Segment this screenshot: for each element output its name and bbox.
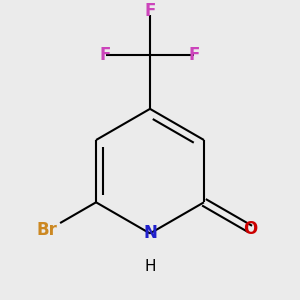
Text: N: N: [143, 224, 157, 242]
Text: H: H: [144, 259, 156, 274]
Text: Br: Br: [37, 221, 58, 239]
Text: F: F: [100, 46, 111, 64]
Text: F: F: [189, 46, 200, 64]
Text: O: O: [243, 220, 257, 238]
Text: F: F: [144, 2, 156, 20]
